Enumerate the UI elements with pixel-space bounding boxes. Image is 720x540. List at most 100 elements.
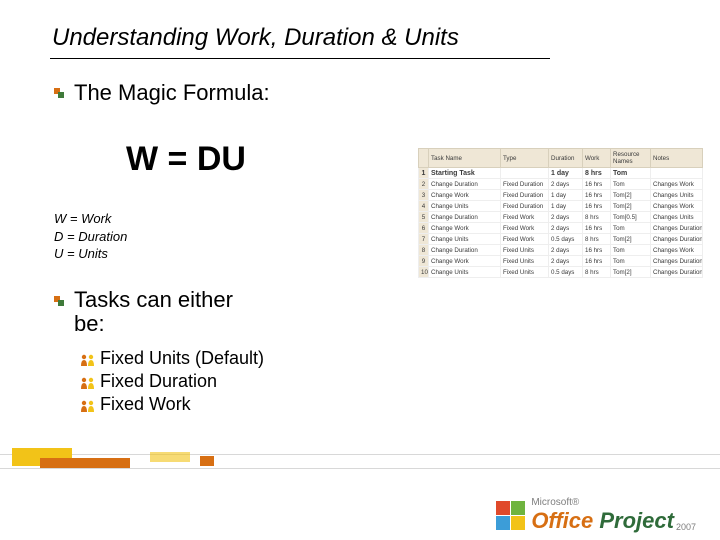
- table-row: 10Change UnitsFixed Units0.5 days8 hrsTo…: [419, 267, 703, 278]
- sub-bullet-text: Fixed Work: [100, 394, 191, 415]
- table-cell: Changes Units: [651, 190, 703, 201]
- table-cell: 2: [419, 179, 429, 190]
- table-cell: 2 days: [549, 223, 583, 234]
- table-cell: 1 day: [549, 168, 583, 179]
- legend-line: U = Units: [54, 245, 127, 263]
- table-cell: 8: [419, 245, 429, 256]
- table-cell: 8 hrs: [583, 267, 611, 278]
- logo-year: 2007: [676, 522, 696, 532]
- bullet-text: The Magic Formula:: [74, 80, 270, 106]
- table-row: 5Change DurationFixed Work2 days8 hrsTom…: [419, 212, 703, 223]
- table-row: 3Change WorkFixed Duration1 day16 hrsTom…: [419, 190, 703, 201]
- slide: Understanding Work, Duration & Units The…: [0, 0, 720, 540]
- table-header-cell: [419, 149, 429, 168]
- table-cell: Tom: [611, 223, 651, 234]
- bullet-magic-formula: The Magic Formula:: [54, 80, 270, 106]
- task-table: Task NameTypeDurationWorkResource NamesN…: [418, 148, 692, 278]
- formula: W = DU: [126, 140, 246, 179]
- table-cell: 2 days: [549, 256, 583, 267]
- table-cell: Tom[2]: [611, 267, 651, 278]
- footer-decoration: [0, 448, 720, 488]
- sub-bullets: Fixed Units (Default) Fixed Duration Fix…: [80, 348, 264, 417]
- legend-line: W = Work: [54, 210, 127, 228]
- table-cell: Change Duration: [429, 245, 501, 256]
- table-cell: 16 hrs: [583, 245, 611, 256]
- table-cell: Tom[2]: [611, 234, 651, 245]
- table-cell: Fixed Work: [501, 234, 549, 245]
- table-row: 1Starting Task 1 day8 hrsTom: [419, 168, 703, 179]
- table-cell: Changes Duration: [651, 234, 703, 245]
- table-cell: 8 hrs: [583, 212, 611, 223]
- sub-bullet-item: Fixed Work: [80, 394, 264, 415]
- sub-bullet-item: Fixed Units (Default): [80, 348, 264, 369]
- people-icon: [80, 353, 96, 365]
- table-cell: Fixed Units: [501, 267, 549, 278]
- table-cell: Starting Task: [429, 168, 501, 179]
- bullet-text: Tasks can eitherbe:: [74, 288, 233, 336]
- table-cell: Change Work: [429, 190, 501, 201]
- sub-bullet-text: Fixed Units (Default): [100, 348, 264, 369]
- table-cell: Changes Work: [651, 179, 703, 190]
- table-head: Task NameTypeDurationWorkResource NamesN…: [419, 149, 703, 168]
- table-cell: Change Work: [429, 256, 501, 267]
- table-cell: Fixed Work: [501, 212, 549, 223]
- table-cell: Fixed Units: [501, 245, 549, 256]
- table-cell: Tom: [611, 256, 651, 267]
- table-cell: 10: [419, 267, 429, 278]
- sub-bullet-text: Fixed Duration: [100, 371, 217, 392]
- table-cell: 16 hrs: [583, 190, 611, 201]
- bullet-icon: [54, 88, 64, 98]
- table-cell: Fixed Work: [501, 223, 549, 234]
- table-cell: 16 hrs: [583, 223, 611, 234]
- bullet-tasks: Tasks can eitherbe:: [54, 288, 233, 336]
- logo-vendor: Microsoft®: [531, 497, 672, 508]
- table-header-cell: Duration: [549, 149, 583, 168]
- table-cell: Changes Work: [651, 245, 703, 256]
- table-row: 4Change UnitsFixed Duration1 day16 hrsTo…: [419, 201, 703, 212]
- bullet-icon: [54, 296, 64, 306]
- table-cell: 7: [419, 234, 429, 245]
- table-row: 8Change DurationFixed Units2 days16 hrsT…: [419, 245, 703, 256]
- table-cell: 1: [419, 168, 429, 179]
- table-cell: Change Units: [429, 234, 501, 245]
- table-cell: Changes Duration: [651, 223, 703, 234]
- table-row: 2Change DurationFixed Duration2 days16 h…: [419, 179, 703, 190]
- table-header-cell: Type: [501, 149, 549, 168]
- table-cell: 1 day: [549, 201, 583, 212]
- table-cell: [501, 168, 549, 179]
- table-cell: 2 days: [549, 179, 583, 190]
- logo-squares-icon: [496, 501, 525, 530]
- mini-table: Task NameTypeDurationWorkResource NamesN…: [418, 148, 703, 278]
- sub-bullet-item: Fixed Duration: [80, 371, 264, 392]
- table-cell: Change Units: [429, 201, 501, 212]
- table-cell: 2 days: [549, 212, 583, 223]
- slide-title: Understanding Work, Duration & Units: [52, 24, 459, 52]
- legend-line: D = Duration: [54, 228, 127, 246]
- table-cell: 0.5 days: [549, 267, 583, 278]
- table-cell: Change Duration: [429, 179, 501, 190]
- table-cell: Changes Units: [651, 212, 703, 223]
- table-row: 9Change WorkFixed Units2 days16 hrsTomCh…: [419, 256, 703, 267]
- table-row: 6Change WorkFixed Work2 days16 hrsTomCha…: [419, 223, 703, 234]
- table-cell: Change Duration: [429, 212, 501, 223]
- table-body: 1Starting Task1 day8 hrsTom2Change Durat…: [419, 168, 703, 278]
- table-cell: Tom: [611, 245, 651, 256]
- table-cell: 3: [419, 190, 429, 201]
- office-project-logo: Microsoft® Office Project 2007: [496, 497, 696, 534]
- table-cell: Change Work: [429, 223, 501, 234]
- table-cell: 16 hrs: [583, 179, 611, 190]
- table-cell: Tom: [611, 168, 651, 179]
- table-cell: Fixed Duration: [501, 201, 549, 212]
- table-cell: 8 hrs: [583, 234, 611, 245]
- table-cell: 8 hrs: [583, 168, 611, 179]
- table-cell: Fixed Duration: [501, 190, 549, 201]
- table-cell: 2 days: [549, 245, 583, 256]
- people-icon: [80, 399, 96, 411]
- table-cell: Tom[2]: [611, 190, 651, 201]
- table-cell: 9: [419, 256, 429, 267]
- table-header-cell: Notes: [651, 149, 703, 168]
- table-cell: Changes Duration: [651, 267, 703, 278]
- table-cell: 6: [419, 223, 429, 234]
- title-underline: [50, 58, 550, 59]
- table-cell: Tom[2]: [611, 201, 651, 212]
